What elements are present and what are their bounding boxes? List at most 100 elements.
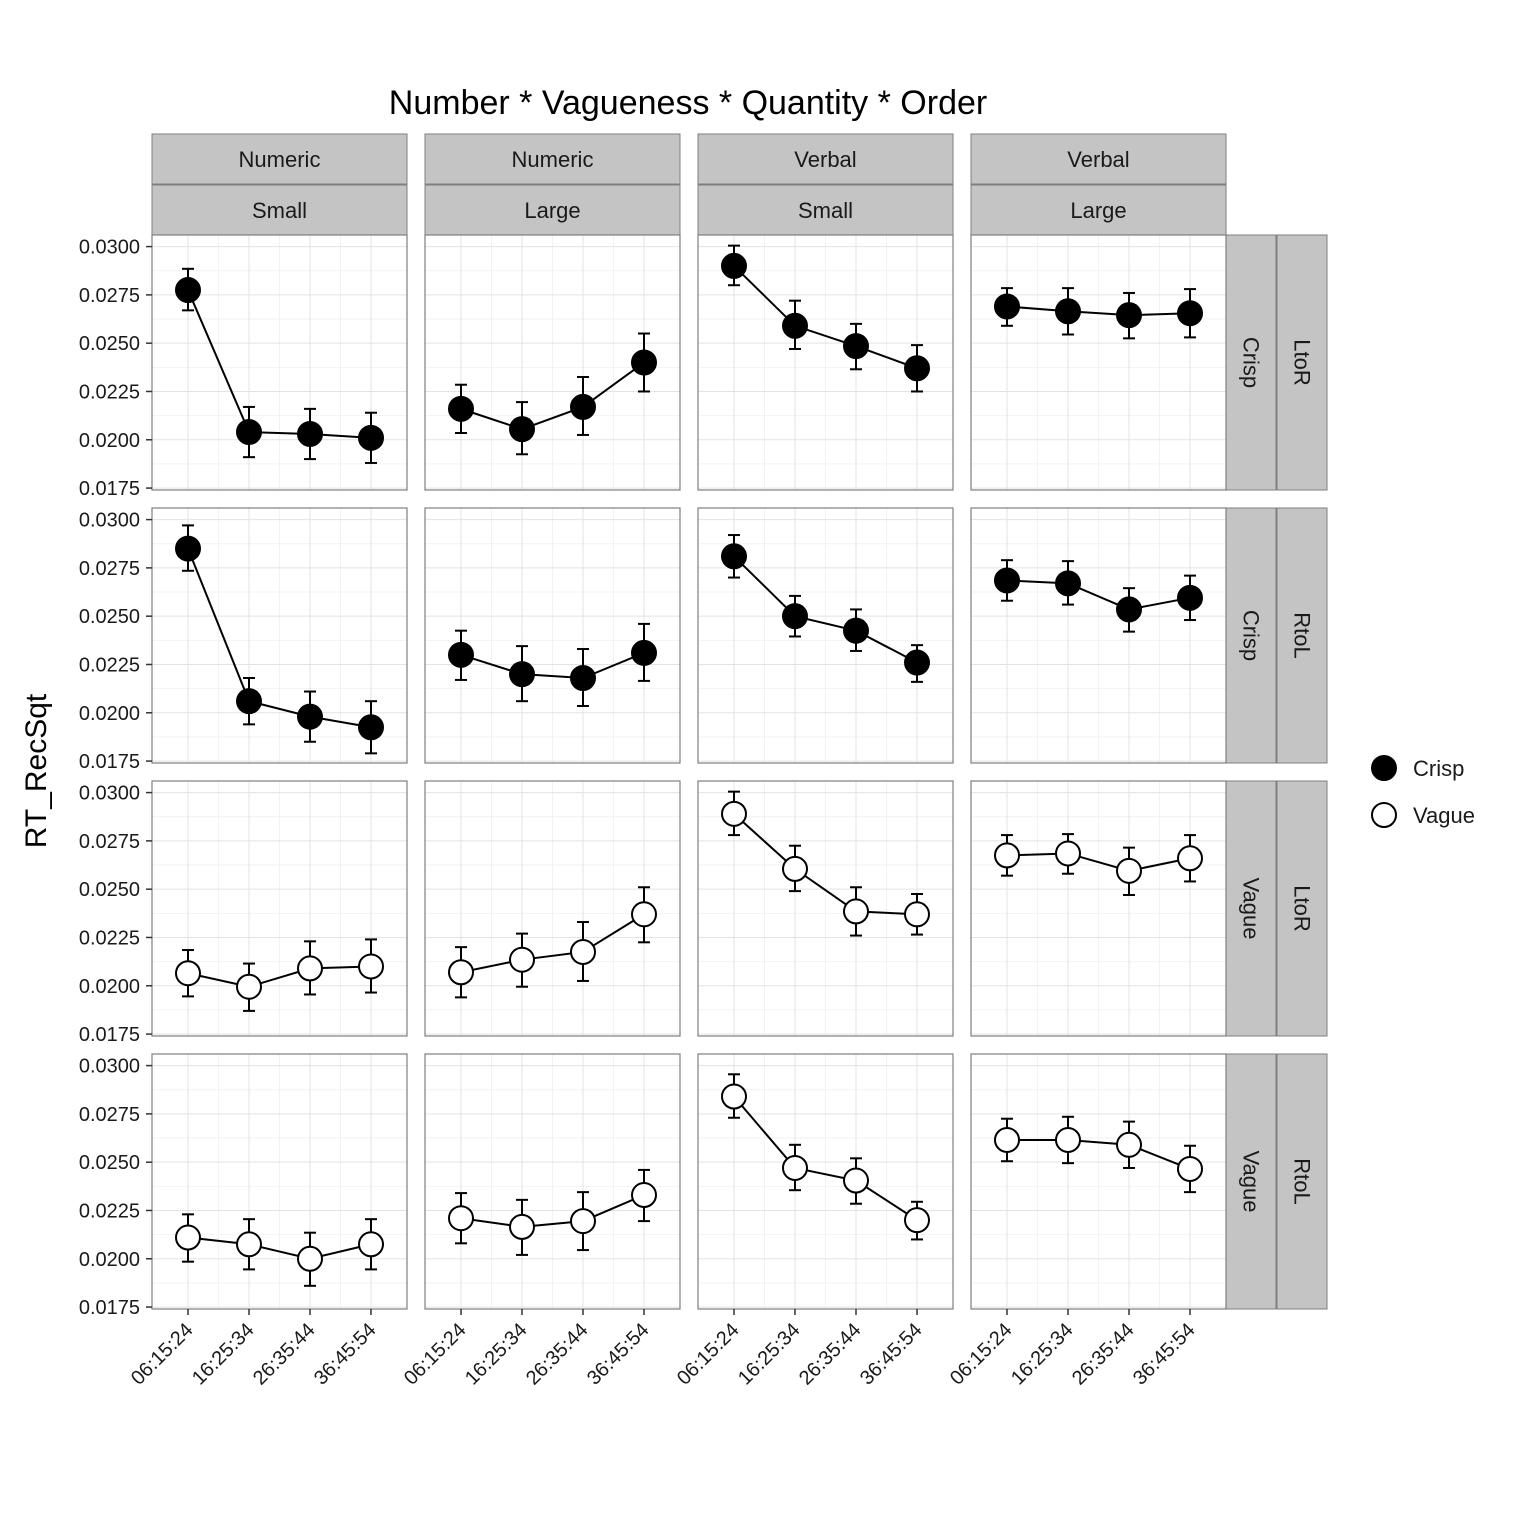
data-point (175, 1224, 201, 1251)
x-tick-label: 06:15:24 (400, 1319, 471, 1390)
panel (424, 234, 681, 491)
x-tick-label: 16:25:34 (1007, 1319, 1078, 1390)
strip-label-order: RtoL (1290, 1158, 1315, 1204)
data-point (782, 855, 808, 882)
data-point (904, 649, 930, 676)
y-tick-label: 0.0250 (79, 606, 140, 628)
data-point (994, 1126, 1020, 1153)
x-tick-label: 36:45:54 (583, 1319, 654, 1390)
y-tick-label: 0.0200 (79, 703, 140, 725)
y-tick-label: 0.0225 (79, 1200, 140, 1222)
data-point (358, 953, 384, 980)
x-tick-label: 26:35:44 (795, 1319, 866, 1390)
data-point (236, 973, 262, 1000)
strip-top-bg (424, 184, 681, 236)
series-line (733, 265, 918, 370)
strip-top-bg (697, 184, 954, 236)
panel-border (697, 507, 954, 764)
x-tick-label: 16:25:34 (734, 1319, 805, 1390)
data-point (570, 665, 596, 691)
data-point (297, 955, 323, 982)
strip-right-bg (1225, 780, 1277, 1037)
y-tick-label: 0.0300 (79, 1056, 140, 1078)
data-point (843, 617, 869, 644)
strip-right-bg (1276, 780, 1328, 1037)
data-point (358, 1231, 384, 1258)
panel-border (151, 1053, 408, 1310)
series-line (1006, 305, 1191, 317)
strip-label-vagueness: Vague (1239, 878, 1264, 940)
data-point (721, 1083, 747, 1110)
data-point (1116, 596, 1142, 623)
panel (970, 507, 1227, 764)
panel (697, 234, 954, 491)
series-line (733, 1095, 918, 1221)
legend-label-crisp: Crisp (1413, 756, 1464, 781)
data-point (721, 800, 747, 827)
data-point (448, 395, 474, 422)
data-point (358, 714, 384, 741)
data-point (994, 293, 1020, 320)
strip-label-order: RtoL (1290, 612, 1315, 658)
data-point (175, 535, 201, 562)
data-point (1055, 1126, 1081, 1153)
data-point (297, 1245, 323, 1272)
y-tick-label: 0.0250 (79, 333, 140, 355)
chart-title: Number * Vagueness * Quantity * Order (389, 84, 987, 122)
panel (970, 780, 1227, 1037)
strip-label-number: Verbal (794, 147, 856, 172)
panel (151, 1053, 408, 1310)
panel-border (970, 780, 1227, 1037)
strip-label-number: Numeric (239, 147, 321, 172)
y-tick-label: 0.0275 (79, 1104, 140, 1126)
panel-border (970, 1053, 1227, 1310)
data-point (297, 420, 323, 447)
strip-right-bg (1276, 1053, 1328, 1310)
data-point (1177, 300, 1203, 327)
series-line (187, 965, 372, 988)
data-point (1177, 584, 1203, 611)
data-point (1116, 302, 1142, 329)
data-point (297, 703, 323, 730)
panel-border (151, 507, 408, 764)
data-point (843, 1167, 869, 1194)
y-tick-label: 0.0175 (79, 1024, 140, 1046)
data-point (994, 842, 1020, 869)
y-axis-label: RT_RecSqt (20, 693, 53, 848)
panel (151, 780, 408, 1037)
x-tick-label: 26:35:44 (249, 1319, 320, 1390)
panel (424, 780, 681, 1037)
strip-label-quantity: Small (252, 198, 307, 223)
data-point (843, 898, 869, 925)
data-point (448, 641, 474, 668)
data-point (721, 543, 747, 570)
y-tick-label: 0.0200 (79, 1249, 140, 1271)
data-point (721, 252, 747, 279)
data-point (1055, 298, 1081, 325)
panel-border (697, 780, 954, 1037)
data-point (175, 277, 201, 304)
series-line (460, 1194, 645, 1228)
x-tick-label: 36:45:54 (310, 1319, 381, 1390)
strip-label-quantity: Large (1070, 198, 1126, 223)
series-line (1007, 1138, 1191, 1170)
data-point (1055, 570, 1081, 597)
panel (970, 1053, 1227, 1310)
x-tick-label: 06:15:24 (946, 1319, 1017, 1390)
panel-border (424, 1053, 681, 1310)
y-tick-label: 0.0275 (79, 558, 140, 580)
data-point (1116, 1131, 1142, 1158)
data-point (236, 419, 262, 446)
strip-top-bg (970, 184, 1227, 236)
data-point (509, 1213, 535, 1240)
y-tick-label: 0.0225 (79, 927, 140, 949)
strip-right-bg (1225, 1053, 1277, 1310)
panel (697, 780, 954, 1037)
panels-layer: Numeric Small Numeric Large Verbal Small Verba… (79, 133, 1328, 1390)
series-line (1006, 579, 1191, 611)
x-tick-label: 36:45:54 (1129, 1319, 1200, 1390)
series-line (187, 1236, 372, 1260)
data-point (631, 349, 657, 376)
data-point (448, 959, 474, 986)
